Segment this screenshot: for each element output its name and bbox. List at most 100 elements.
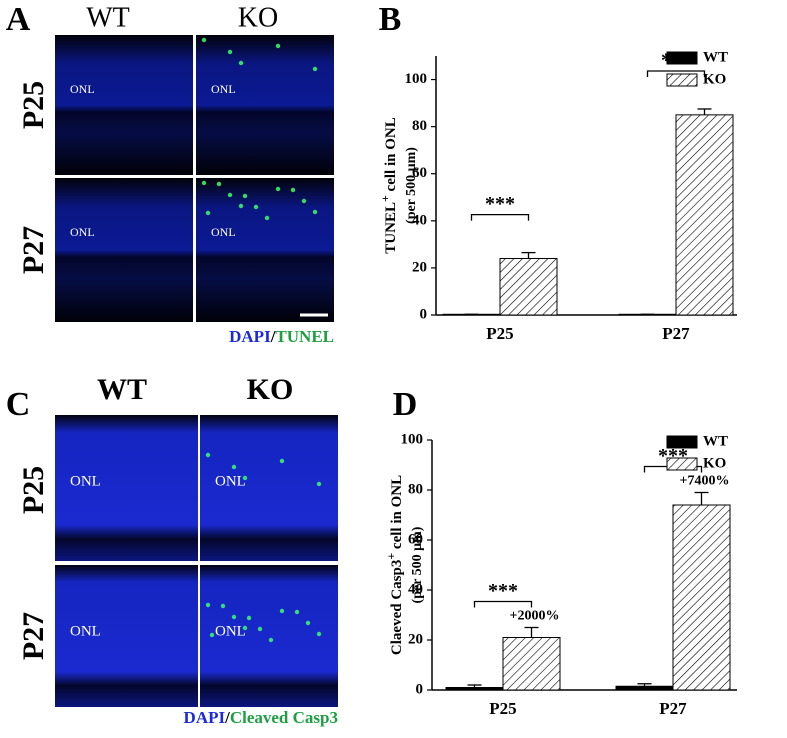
marker-dot (209, 632, 215, 638)
marker-dot (238, 203, 244, 209)
marker-dot (205, 452, 211, 458)
stain-part: TUNEL (275, 327, 334, 346)
micrograph (196, 178, 334, 322)
marker-dot (312, 66, 318, 72)
marker-dot (205, 210, 211, 216)
x-tick-label: P25 (486, 324, 513, 343)
stain-part: DAPI (229, 327, 271, 346)
row-label: P25 (17, 466, 50, 514)
micrograph (200, 415, 338, 561)
x-tick-label: P27 (659, 699, 687, 718)
significance-bracket (646, 70, 706, 77)
y-tick-label: 0 (416, 681, 424, 697)
panel-letter: B (379, 1, 402, 38)
marker-dot (301, 198, 307, 204)
marker-dot (279, 608, 285, 614)
region-label: ONL (70, 82, 95, 96)
micrograph (196, 35, 334, 175)
stain-part: DAPI (184, 708, 226, 727)
region-label: ONL (211, 225, 236, 239)
y-axis-unit: (per 500 μm) (404, 147, 419, 224)
marker-dot (201, 37, 207, 43)
y-label-part: TUNEL (383, 202, 399, 254)
marker-dot (201, 180, 207, 186)
marker-dot (316, 631, 322, 637)
y-tick-label: 60 (412, 165, 427, 181)
bar (502, 637, 561, 691)
panel-letter: C (6, 386, 31, 423)
region-label: ONL (70, 473, 101, 489)
marker-dot (220, 603, 226, 609)
y-tick-label: 80 (408, 481, 423, 497)
annotation: +7400% (680, 474, 730, 489)
y-tick-label: 80 (412, 118, 427, 134)
bar (675, 114, 734, 316)
significance-label: *** (488, 580, 518, 602)
marker-dot (290, 187, 296, 193)
column-label: KO (247, 373, 294, 406)
panel-letter: A (6, 1, 31, 38)
region-label: ONL (70, 225, 95, 239)
marker-dot (279, 458, 285, 464)
row-label: P27 (17, 226, 50, 274)
bar (672, 504, 731, 691)
marker-dot (268, 637, 274, 643)
column-label: WT (97, 373, 147, 406)
marker-dot (257, 626, 263, 632)
marker-dot (242, 625, 248, 631)
legend-swatch (666, 457, 698, 471)
legend-label: KO (703, 71, 726, 87)
marker-dot (227, 192, 233, 198)
legend-label: WT (703, 49, 728, 65)
y-tick-label: 20 (408, 631, 423, 647)
y-label-sup: + (378, 195, 392, 202)
x-tick-label: P25 (489, 699, 516, 718)
marker-dot (253, 204, 259, 210)
bar (445, 687, 504, 691)
stain-part: / (270, 327, 276, 346)
row-label: P25 (17, 81, 50, 129)
legend-label: KO (703, 455, 726, 471)
marker-dot (312, 209, 318, 215)
x-tick-label: P27 (662, 324, 690, 343)
y-label-part: cell in ONL (383, 117, 399, 195)
y-tick-label: 40 (408, 581, 423, 597)
marker-dot (231, 464, 237, 470)
legend-swatch (666, 51, 698, 65)
panel-letter: D (393, 386, 418, 423)
y-tick-label: 40 (412, 212, 427, 228)
y-label-sup: + (384, 553, 398, 560)
significance-label: *** (485, 193, 515, 215)
stain-part: Cleaved Casp3 (230, 708, 338, 727)
y-axis-label: TUNEL+ cell in ONL (378, 117, 400, 253)
y-label-part: Claeved Casp3 (389, 560, 405, 655)
marker-dot (242, 193, 248, 199)
marker-dot (227, 49, 233, 55)
bar (615, 685, 674, 691)
y-label-part: cell in ONL (389, 475, 405, 553)
column-label: KO (238, 2, 278, 33)
region-label: ONL (215, 623, 246, 639)
marker-dot (275, 186, 281, 192)
y-axis-label: Claeved Casp3+ cell in ONL (384, 475, 406, 655)
bar (499, 257, 558, 316)
legend-swatch (666, 73, 698, 87)
y-tick-label: 100 (405, 71, 428, 87)
y-axis-unit: (per 500 μm) (410, 526, 425, 603)
y-tick-label: 60 (408, 531, 423, 547)
y-tick-label: 100 (401, 431, 424, 447)
stain-part: / (224, 708, 230, 727)
significance-bracket (473, 600, 533, 608)
region-label: ONL (211, 82, 236, 96)
micrograph (55, 35, 193, 175)
annotation: +2000% (510, 609, 560, 624)
stain-label: DAPI/TUNEL (229, 327, 334, 346)
marker-dot (205, 602, 211, 608)
region-label: ONL (70, 623, 101, 639)
marker-dot (231, 614, 237, 620)
micrograph (55, 565, 198, 707)
micrograph (55, 178, 193, 322)
y-tick-label: 20 (412, 259, 427, 275)
micrograph (200, 565, 338, 707)
